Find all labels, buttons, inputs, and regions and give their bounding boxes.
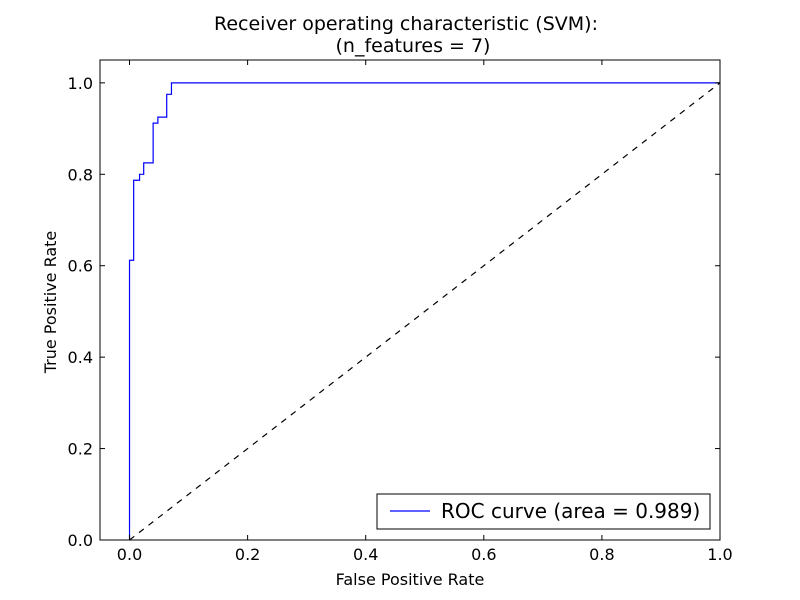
x-tick-label: 0.0 — [117, 545, 142, 564]
y-axis-label: True Positive Rate — [41, 231, 60, 375]
legend-box — [376, 493, 711, 530]
x-axis-label: False Positive Rate — [336, 570, 485, 589]
legend-entry-roc: ROC curve (area = 0.989) — [441, 499, 700, 523]
y-tick-label: 0.8 — [68, 165, 93, 184]
y-tick-label: 0.4 — [68, 348, 93, 367]
x-tick-label: 0.6 — [471, 545, 496, 564]
y-tick-label: 0.6 — [68, 257, 93, 276]
chart-subtitle: (n_features = 7) — [336, 35, 491, 57]
plot-area: 0.0 0.2 0.4 0.6 0.8 1.0 0.0 0.2 0.4 0.6 0.8 1.0 — [68, 59, 733, 564]
x-tick-label: 1.0 — [707, 545, 732, 564]
legend: ROC curve (area = 0.989) — [376, 493, 711, 530]
chart-title: Receiver operating characteristic (SVM): — [214, 13, 598, 35]
plot-frame — [99, 59, 721, 541]
x-tick-label: 0.8 — [589, 545, 614, 564]
roc-curve-line — [128, 82, 720, 540]
x-tick-label: 0.4 — [353, 545, 378, 564]
chance-diagonal-line — [129, 82, 721, 541]
x-tick-label: 0.2 — [235, 545, 260, 564]
y-tick-label: 1.0 — [68, 74, 93, 93]
y-tick-label: 0.2 — [68, 440, 93, 459]
y-tick-label: 0.0 — [68, 531, 93, 550]
